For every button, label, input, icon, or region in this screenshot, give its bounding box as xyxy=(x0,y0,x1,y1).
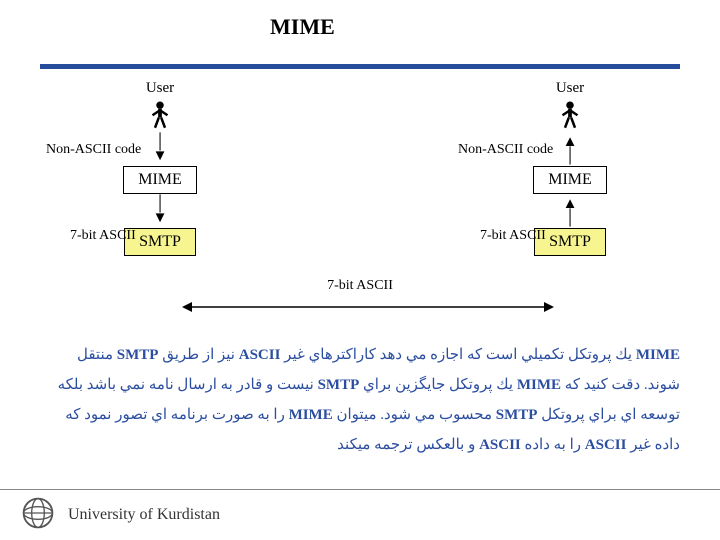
description-paragraph: MIME یك پروتكل تكمیلي است كه اجازه مي ده… xyxy=(40,340,680,460)
ascii7-label-right: 7-bit ASCII xyxy=(480,228,546,244)
arrow-down-icon: │▼ xyxy=(90,197,230,225)
horizontal-rule xyxy=(40,64,680,69)
user-label-right: User xyxy=(500,80,640,97)
ascii7-label-left: 7-bit ASCII xyxy=(70,228,136,244)
nonascii-label-left: Non-ASCII code xyxy=(46,142,141,158)
person-icon xyxy=(90,99,230,134)
footer: University of Kurdistan xyxy=(0,489,720,540)
footer-text: University of Kurdistan xyxy=(68,506,220,524)
user-label-left: User xyxy=(90,80,230,97)
person-icon xyxy=(500,99,640,134)
nonascii-label-right: Non-ASCII code xyxy=(458,142,553,158)
mime-diagram: User │▼ MIME │▼ SMTP Non-ASCII code 7-bi… xyxy=(40,80,680,330)
mime-box-left: MIME xyxy=(123,166,197,194)
mime-box-right: MIME xyxy=(533,166,607,194)
university-logo-icon xyxy=(20,495,56,536)
page-title: MIME xyxy=(270,14,335,40)
arrow-up-icon: ▲│ xyxy=(500,197,640,225)
connector-label: 7-bit ASCII xyxy=(323,278,397,294)
connector-line xyxy=(178,297,558,317)
